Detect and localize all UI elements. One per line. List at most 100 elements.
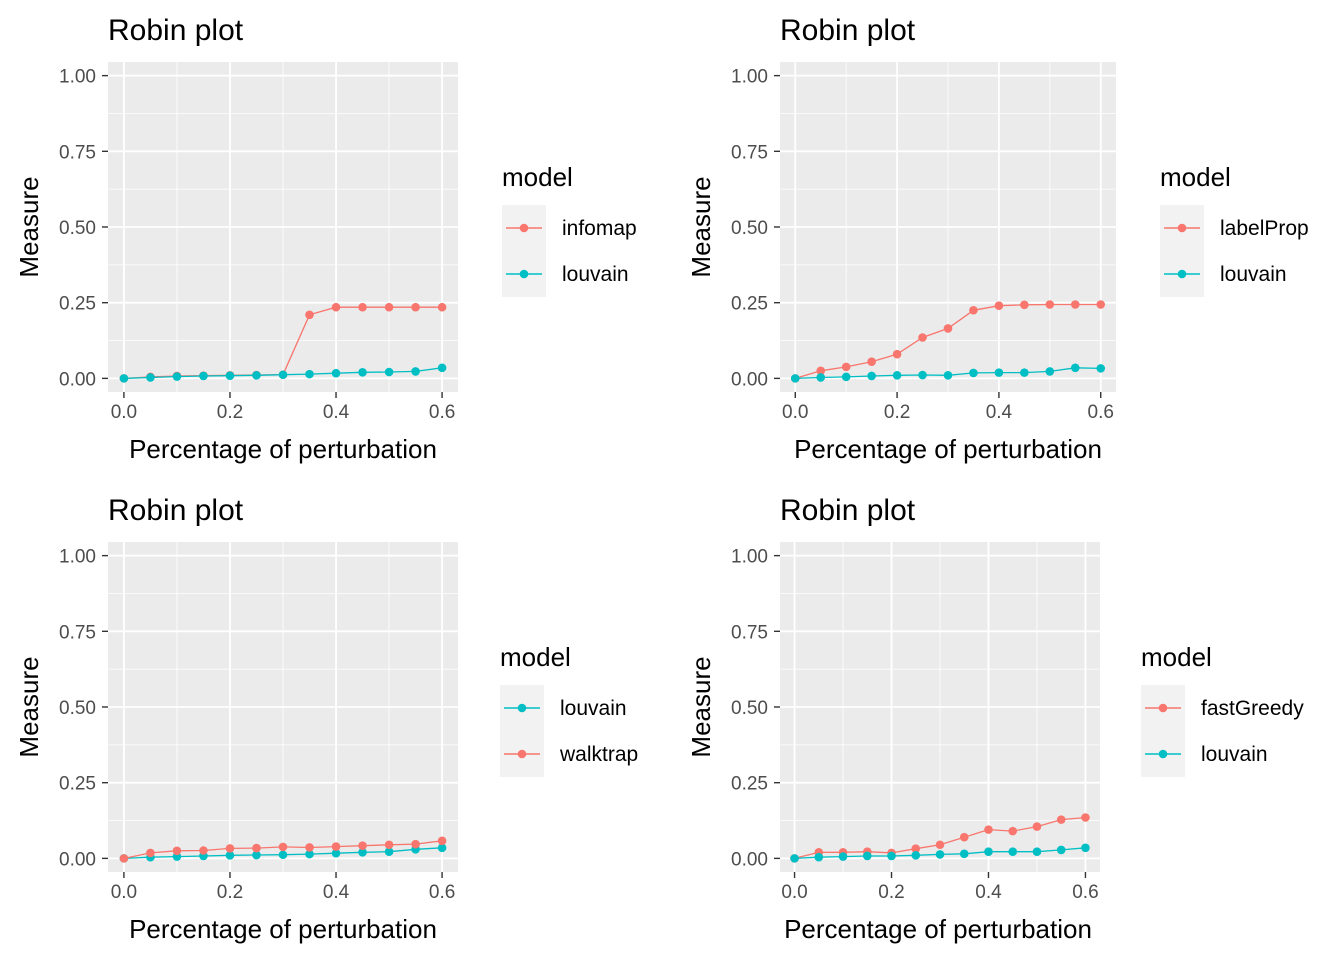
x-axis-title: Percentage of perturbation: [129, 434, 437, 464]
data-point-fastGreedy: [1008, 826, 1018, 836]
data-point-fastGreedy: [1032, 822, 1042, 831]
data-point-labelProp: [841, 362, 851, 372]
x-tick-label: 0.2: [878, 882, 904, 903]
x-tick-label: 0.4: [975, 882, 1002, 903]
chart-panel-4: Robin plot 0.00 0.25 0.50 0.75 1.00 0.0 0.2 0.4 0…: [686, 494, 1304, 944]
y-tick-label: 0.75: [731, 142, 768, 163]
data-point-infomap: [411, 302, 420, 312]
data-point-louvain: [252, 850, 261, 860]
data-point-labelProp: [1096, 300, 1106, 309]
data-point-louvain: [841, 372, 851, 382]
x-tick-label: 0.6: [429, 402, 455, 423]
y-tick-label: 0.25: [731, 294, 768, 315]
x-tick-label: 0.0: [781, 882, 807, 903]
data-point-walktrap: [437, 836, 447, 846]
y-tick-label: 1.00: [731, 67, 768, 88]
y-tick-label: 0.00: [731, 849, 768, 870]
data-point-louvain: [1096, 364, 1106, 373]
data-point-labelProp: [1045, 300, 1055, 309]
y-tick-label: 1.00: [59, 547, 96, 568]
data-point-louvain: [1056, 845, 1066, 855]
x-tick-label: 0.6: [1072, 882, 1098, 903]
legend-title: model: [1160, 162, 1231, 192]
legend: model infomap louvain: [502, 162, 637, 297]
data-point-fastGreedy: [911, 844, 921, 853]
y-tick-label: 0.75: [59, 622, 96, 643]
data-point-labelProp: [1070, 300, 1080, 309]
x-axis-title: Percentage of perturbation: [794, 434, 1102, 464]
data-point-fastGreedy: [935, 840, 945, 850]
data-point-walktrap: [225, 844, 235, 853]
data-point-louvain: [1070, 363, 1080, 373]
data-point-louvain: [994, 368, 1004, 377]
legend-label: walktrap: [559, 743, 638, 766]
y-tick-label: 0.50: [731, 218, 768, 239]
data-point-infomap: [358, 302, 367, 312]
data-point-labelProp: [1020, 300, 1029, 310]
x-tick-label: 0.2: [884, 402, 910, 423]
y-tick-label: 0.25: [731, 774, 768, 795]
chart-panel-1: Robin plot 0.00 0.25 0.50 0.75 1.00 0.0 0.2 0.4 0…: [14, 14, 637, 464]
y-tick-label: 0.00: [59, 849, 96, 870]
y-tick-label: 0.00: [731, 369, 768, 390]
y-tick-label: 1.00: [59, 67, 96, 88]
data-point-labelProp: [816, 366, 826, 376]
chart-panel-2: Robin plot 0.00 0.25 0.50 0.75 1.00 0.0 0.2 0.4 0…: [686, 14, 1309, 464]
data-point-labelProp: [892, 349, 902, 359]
legend-label: fastGreedy: [1201, 697, 1304, 720]
legend-key-point: [1158, 749, 1168, 759]
data-point-fastGreedy: [1081, 813, 1090, 822]
data-point-louvain: [862, 851, 872, 861]
data-point-fastGreedy: [1056, 815, 1066, 824]
legend-label: louvain: [1201, 743, 1268, 766]
legend-title: model: [502, 162, 573, 192]
data-point-walktrap: [384, 840, 394, 850]
legend-key-point: [1177, 223, 1187, 233]
data-point-louvain: [1020, 368, 1029, 377]
y-tick-label: 0.75: [59, 142, 96, 163]
data-point-walktrap: [172, 846, 182, 856]
y-axis-title: Measure: [14, 656, 44, 757]
y-axis-title: Measure: [14, 176, 44, 277]
data-point-louvain: [984, 847, 993, 857]
data-point-infomap: [437, 302, 447, 312]
data-point-walktrap: [331, 842, 341, 851]
legend: model fastGreedy louvain: [1141, 642, 1304, 777]
data-point-louvain: [252, 371, 261, 380]
data-point-louvain: [225, 851, 235, 860]
x-axis-title: Percentage of perturbation: [784, 914, 1092, 944]
chart-title: Robin plot: [780, 494, 916, 527]
data-point-louvain: [384, 847, 394, 857]
data-point-walktrap: [146, 848, 155, 858]
data-point-fastGreedy: [959, 832, 969, 842]
legend-key-point: [1177, 269, 1187, 279]
data-point-walktrap: [305, 843, 314, 852]
data-point-louvain: [1032, 847, 1042, 857]
data-point-louvain: [814, 852, 824, 862]
y-axis-title: Measure: [686, 176, 716, 277]
data-point-louvain: [887, 851, 896, 861]
chart-title: Robin plot: [780, 14, 916, 47]
legend-label: louvain: [560, 697, 627, 720]
y-tick-label: 0.75: [731, 622, 768, 643]
data-point-louvain: [411, 367, 420, 376]
data-point-walktrap: [119, 854, 129, 863]
legend-key-point: [519, 269, 529, 279]
data-point-louvain: [943, 371, 953, 380]
data-point-louvain: [384, 367, 394, 377]
chart-panel-3: Robin plot 0.00 0.25 0.50 0.75 1.00 0.0 0.2 0.4 0…: [14, 494, 638, 944]
data-point-louvain: [278, 370, 288, 380]
legend-label: louvain: [1220, 263, 1287, 286]
data-point-walktrap: [252, 843, 261, 853]
data-point-louvain: [790, 854, 799, 863]
data-point-louvain: [959, 849, 969, 859]
data-point-louvain: [199, 371, 208, 381]
x-tick-label: 0.2: [217, 402, 243, 423]
chart-title: Robin plot: [108, 494, 244, 527]
data-point-louvain: [358, 368, 367, 377]
data-point-louvain: [867, 371, 876, 381]
data-point-louvain: [1008, 847, 1018, 857]
data-point-louvain: [1045, 367, 1055, 376]
data-point-walktrap: [358, 841, 367, 850]
